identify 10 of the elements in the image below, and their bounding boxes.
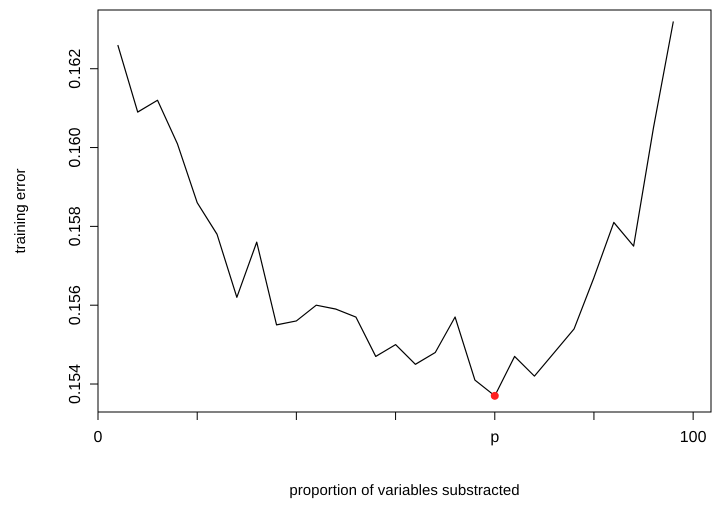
y-tick-label: 0.160 xyxy=(67,127,84,168)
x-axis-title: proportion of variables substracted xyxy=(289,482,520,499)
y-tick-label: 0.156 xyxy=(67,285,84,326)
x-tick-label: p xyxy=(490,429,500,446)
y-tick-label: 0.158 xyxy=(67,206,84,246)
y-tick-label: 0.154 xyxy=(67,364,84,404)
x-tick-label: 0 xyxy=(94,429,103,446)
y-axis-title: training error xyxy=(12,168,29,254)
y-tick-label: 0.162 xyxy=(67,48,84,89)
x-tick-label: 100 xyxy=(680,429,707,446)
